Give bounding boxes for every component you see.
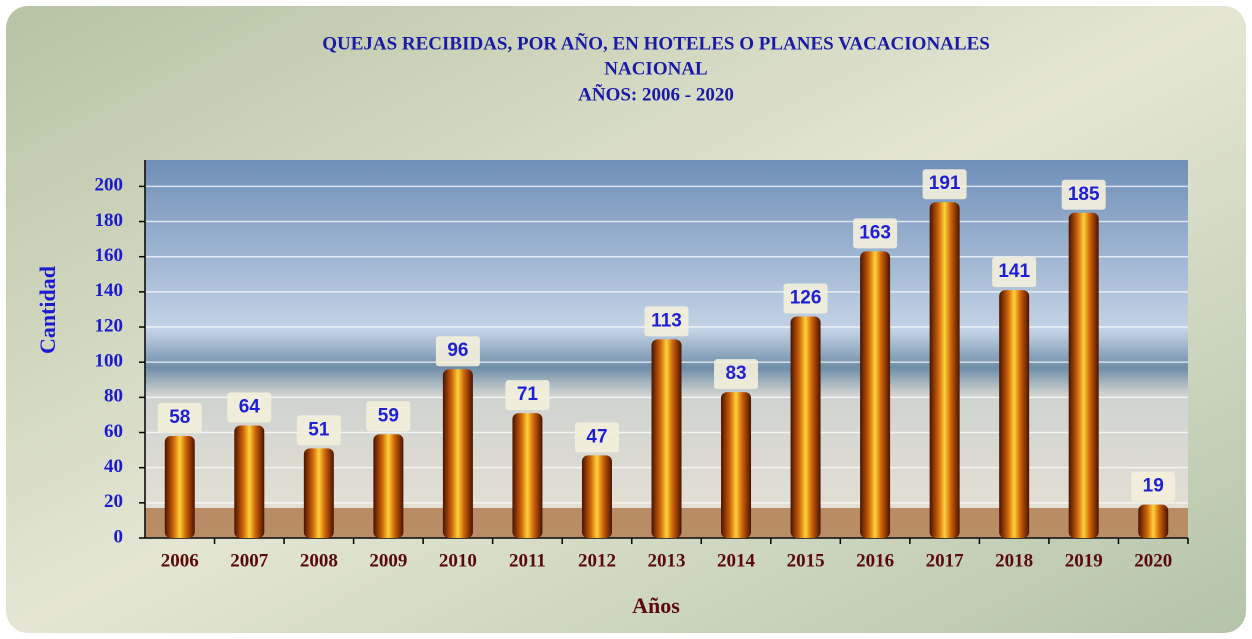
bar xyxy=(303,448,334,538)
bar xyxy=(442,369,473,538)
y-tick-label: 0 xyxy=(114,526,124,547)
value-label-box xyxy=(714,359,759,390)
bar xyxy=(1068,212,1099,538)
x-tick-label: 2018 xyxy=(995,550,1033,571)
x-tick-label: 2008 xyxy=(300,550,338,571)
x-tick-label: 2011 xyxy=(509,550,546,571)
value-label: 64 xyxy=(239,396,261,417)
y-tick-label: 180 xyxy=(95,210,124,231)
value-label-box xyxy=(366,401,411,432)
x-tick-label: 2014 xyxy=(717,550,756,571)
x-tick-label: 2015 xyxy=(787,550,825,571)
bar xyxy=(790,316,821,538)
value-label-box xyxy=(227,392,272,423)
value-label: 19 xyxy=(1143,476,1164,497)
value-label-box xyxy=(1061,179,1106,210)
value-label: 113 xyxy=(651,310,682,331)
bar xyxy=(999,290,1030,538)
value-label-box xyxy=(783,283,828,314)
value-label-box xyxy=(296,415,341,446)
x-axis-title: Años xyxy=(632,593,680,618)
chart-title: AÑOS: 2006 - 2020 xyxy=(578,83,734,105)
y-tick-label: 80 xyxy=(104,386,123,407)
value-label: 59 xyxy=(378,405,399,426)
x-tick-label: 2013 xyxy=(648,550,686,571)
chart-title: NACIONAL xyxy=(604,58,707,79)
bar xyxy=(721,392,752,538)
bar xyxy=(929,202,960,538)
value-label-box xyxy=(853,218,898,249)
bar xyxy=(860,251,891,538)
value-label-box xyxy=(644,306,689,337)
x-tick-label: 2010 xyxy=(439,550,477,571)
value-label-box xyxy=(435,336,480,367)
x-tick-label: 2006 xyxy=(161,550,199,571)
chart-title: QUEJAS RECIBIDAS, POR AÑO, EN HOTELES O … xyxy=(322,32,990,54)
x-tick-label: 2020 xyxy=(1134,550,1172,571)
value-label: 96 xyxy=(447,340,468,361)
value-label: 71 xyxy=(517,384,539,405)
value-label: 126 xyxy=(790,287,822,308)
value-label: 185 xyxy=(1068,184,1100,205)
y-tick-label: 100 xyxy=(95,351,124,372)
y-tick-label: 120 xyxy=(95,315,124,336)
y-axis-title: Cantidad xyxy=(35,266,60,354)
value-label: 58 xyxy=(169,407,190,428)
bar xyxy=(581,455,612,538)
bar xyxy=(164,436,195,538)
value-label-box xyxy=(992,257,1037,288)
value-label: 141 xyxy=(998,261,1030,282)
bar xyxy=(1138,504,1169,538)
bar xyxy=(512,413,543,538)
bar xyxy=(651,339,682,538)
bar xyxy=(234,425,265,538)
y-tick-label: 140 xyxy=(95,280,124,301)
value-label-box xyxy=(505,380,550,411)
y-tick-label: 60 xyxy=(104,421,123,442)
value-label: 163 xyxy=(859,222,891,243)
value-label: 51 xyxy=(308,419,330,440)
x-tick-label: 2016 xyxy=(856,550,894,571)
x-tick-label: 2012 xyxy=(578,550,616,571)
value-label: 191 xyxy=(929,173,961,194)
value-label-box xyxy=(157,403,202,434)
y-tick-label: 40 xyxy=(104,456,123,477)
value-label: 47 xyxy=(586,426,607,447)
x-tick-label: 2009 xyxy=(369,550,407,571)
value-label-box xyxy=(1131,471,1176,502)
y-tick-label: 20 xyxy=(104,491,123,512)
bar xyxy=(373,434,404,538)
x-tick-label: 2007 xyxy=(230,550,269,571)
value-label-box xyxy=(574,422,619,453)
y-tick-label: 160 xyxy=(95,245,124,266)
value-label-box xyxy=(922,169,967,200)
y-tick-label: 200 xyxy=(95,175,124,196)
x-tick-label: 2017 xyxy=(926,550,965,571)
value-label: 83 xyxy=(725,363,746,384)
x-tick-label: 2019 xyxy=(1065,550,1103,571)
